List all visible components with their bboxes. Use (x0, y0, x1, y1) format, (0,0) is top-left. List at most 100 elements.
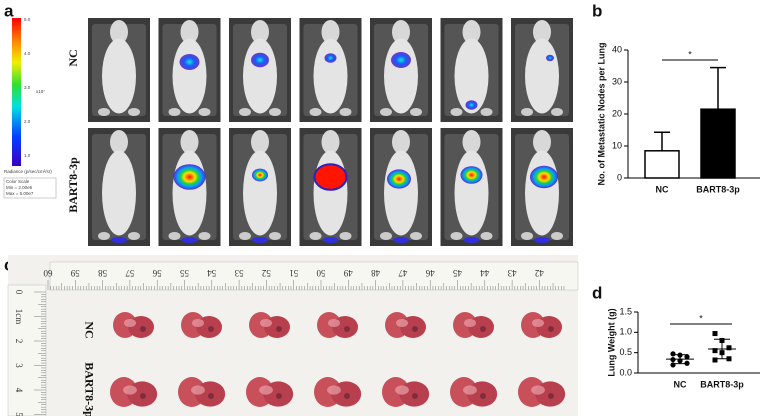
y-tick-label: 0.0 (619, 367, 632, 377)
x-tick-label: NC (656, 184, 669, 194)
mouse-head (180, 130, 199, 154)
mouse-body (102, 38, 136, 114)
mouse-head (321, 20, 340, 44)
signal (463, 237, 480, 243)
ruler-label: 56 (152, 268, 162, 278)
mouse-leg (309, 232, 322, 240)
mouse-head (392, 130, 410, 154)
mouse-leg (410, 232, 422, 240)
ruler-label: 3 (14, 363, 24, 368)
panel-label: b (592, 1, 602, 20)
ruler-label: 1cm (14, 309, 24, 325)
point (712, 331, 718, 337)
lung-spot (531, 385, 545, 395)
ruler-label: 55 (180, 268, 190, 278)
ruler-label: 42 (535, 268, 544, 278)
lung-spot (259, 385, 273, 395)
ruler-label: 51 (289, 268, 298, 278)
lung-spot (276, 393, 282, 399)
y-tick-label: 30 (612, 76, 622, 86)
lung-spot (191, 385, 205, 395)
mouse-body (243, 38, 277, 114)
mouse-leg (309, 108, 322, 116)
point (670, 351, 676, 357)
point (684, 354, 690, 360)
mouse-head (180, 20, 199, 44)
significance: * (688, 49, 692, 59)
ruler-label: 44 (480, 268, 490, 278)
signal (387, 169, 411, 189)
ruler-label: 59 (70, 268, 80, 278)
mouse-leg (128, 232, 140, 240)
ruler-label: 53 (234, 268, 244, 278)
lung-spot (124, 319, 136, 327)
bar (644, 150, 680, 179)
colorbar-tick: 1.0 (24, 153, 31, 158)
point (712, 357, 718, 363)
mouse-leg (198, 232, 211, 240)
ruler-label: 5 (14, 412, 24, 416)
signal (173, 164, 206, 190)
signal (252, 237, 268, 243)
mouse-leg (521, 108, 533, 116)
signal (179, 54, 200, 70)
colorbar-text: Max = 5.00e7 (6, 191, 34, 196)
ruler (7, 284, 47, 416)
mouse-leg (521, 232, 533, 240)
lung-spot (480, 326, 486, 332)
signal (530, 165, 558, 189)
mouse-leg (128, 108, 140, 116)
signal (324, 53, 337, 63)
mouse-head (462, 20, 481, 44)
point (726, 345, 732, 351)
colorbar-tick: 5.0 (24, 17, 31, 22)
ruler-label: 43 (507, 268, 517, 278)
ruler-label: 60 (43, 268, 53, 278)
significance: * (699, 313, 703, 323)
lung-spot (276, 326, 282, 332)
y-tick-label: 1.5 (619, 306, 632, 316)
lung-spot (344, 326, 350, 332)
ruler-label: 48 (371, 268, 381, 278)
mouse-leg (98, 232, 110, 240)
signal (251, 52, 269, 68)
mouse-body (384, 38, 418, 114)
lung-spot (208, 326, 214, 332)
mouse-head (533, 20, 551, 44)
ruler-label: 4 (14, 388, 24, 393)
x-tick-label: BART8-3p (700, 379, 744, 389)
colorbar-text: Min = 2.00e6 (6, 185, 33, 190)
mouse-body (384, 150, 418, 236)
lung-spot (464, 319, 476, 327)
mouse-head (462, 130, 481, 154)
bar (700, 108, 736, 179)
lung-spot (548, 393, 554, 399)
x-tick-label: BART8-3p (696, 184, 740, 194)
lung-spot (208, 393, 214, 399)
lung-spot (328, 319, 340, 327)
mouse-head (533, 130, 551, 154)
ruler-label: 57 (125, 268, 135, 278)
lung-spot (344, 393, 350, 399)
mouse-leg (480, 108, 493, 116)
mouse-head (110, 130, 128, 154)
lung-spot (463, 385, 477, 395)
mouse-leg (450, 108, 463, 116)
panel-label: d (592, 283, 602, 302)
colorbar-multiplier: x10⁷ (36, 89, 45, 94)
lung-spot (412, 393, 418, 399)
mouse-body (243, 150, 277, 236)
mouse-leg (551, 232, 563, 240)
mouse-leg (239, 232, 251, 240)
y-tick-label: 20 (612, 108, 622, 118)
lung-spot (548, 326, 554, 332)
signal (465, 100, 478, 110)
colorbar (12, 18, 21, 166)
mouse-body (454, 38, 489, 114)
lung-spot (395, 385, 409, 395)
row-label: NC (82, 321, 96, 338)
signal (181, 237, 198, 243)
ruler-label: 45 (453, 268, 463, 278)
ruler-label: 54 (207, 268, 217, 278)
mouse-body (172, 150, 207, 236)
